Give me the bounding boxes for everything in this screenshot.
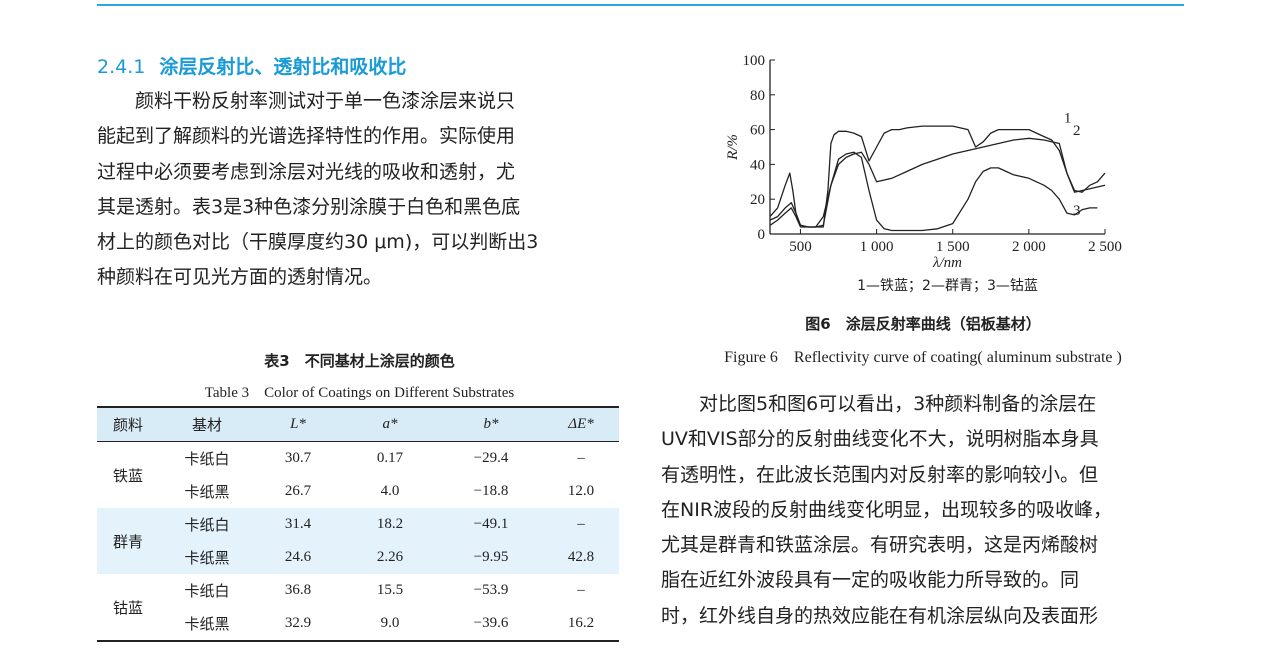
paragraph-line: 能起到了解颜料的光谱选择特性的作用。实际使用 [97, 125, 516, 148]
series-line-2 [769, 137, 1106, 228]
l-cell: 26.7 [284, 483, 312, 499]
header-delta-e: ΔE* [568, 416, 594, 432]
delta-e-cell: 12.0 [567, 483, 595, 499]
x-tick-label: 1 500 [936, 239, 970, 255]
delta-e-cell: – [577, 516, 585, 532]
a-cell: 2.26 [376, 549, 404, 565]
paragraph-line: 过程中必须要考虑到涂层对光线的吸收和透射，尤 [97, 160, 516, 183]
table-row: 卡纸黑 32.9 9.0 −39.6 16.2 [97, 607, 619, 641]
top-rule [97, 4, 1184, 6]
figure-caption-cn: 图6 涂层反射率曲线（铝板基材） [805, 315, 1041, 333]
b-cell: −9.95 [473, 549, 509, 565]
delta-e-cell: 16.2 [567, 615, 595, 631]
x-axis-label: λ/nm [932, 255, 962, 271]
section-number: 2.4.1 [97, 56, 146, 78]
header-substrate: 基材 [191, 416, 222, 434]
substrate-cell: 卡纸黑 [184, 483, 230, 501]
substrate-cell: 卡纸白 [184, 582, 230, 600]
delta-e-cell: 42.8 [567, 549, 595, 565]
series-line-3 [769, 151, 1098, 232]
paragraph-line: 有透明性，在此波长范围内对反射率的影响较小。但 [661, 463, 1099, 486]
b-cell: −49.1 [473, 516, 509, 532]
header-pigment: 颜料 [112, 416, 143, 434]
paragraph-line: 其是透射。表3是3种色漆分别涂膜于白色和黑色底 [97, 195, 521, 218]
header-a: a* [382, 416, 398, 432]
paragraph-line: 对比图5和图6可以看出，3种颜料制备的涂层在 [661, 393, 1097, 415]
table-row: 卡纸黑 26.7 4.0 −18.8 12.0 [97, 475, 619, 508]
chart-legend-text: 1—铁蓝；2—群青；3—钴蓝 [857, 278, 1038, 294]
substrate-cell: 卡纸白 [184, 516, 230, 534]
paragraph-line: UV和VIS部分的反射曲线变化不大，说明树脂本身具 [661, 428, 1099, 451]
y-tick-label: 0 [758, 227, 766, 243]
table-row: 钴蓝 卡纸白 36.8 15.5 −53.9 – [97, 574, 619, 617]
table-caption-en: Table 3 Color of Coatings on Different S… [204, 385, 515, 401]
delta-e-cell: – [577, 582, 585, 598]
section-heading: 2.4.1 涂层反射比、透射比和吸收比 [97, 52, 406, 79]
delta-e-cell: – [577, 450, 585, 466]
y-tick-label: 80 [750, 88, 765, 104]
y-tick-label: 100 [743, 53, 766, 69]
x-tick-label: 500 [789, 239, 812, 255]
series-label-1: 1 [1064, 111, 1072, 127]
header-L: L* [290, 416, 306, 432]
chart-plot-area: 0 20 40 60 80 100 500 1 000 1 500 2 000 2 500 R/% λ/… [725, 53, 1122, 294]
paragraph-line: 时，红外线自身的热效应能在有机涂层纵向及表面形 [661, 604, 1099, 627]
a-cell: 0.17 [376, 450, 404, 466]
series-label-3: 3 [1073, 203, 1081, 219]
l-cell: 30.7 [284, 450, 312, 466]
pigment-cell: 钴蓝 [112, 598, 143, 617]
figure-caption-en: Figure 6 Reflectivity curve of coating( … [724, 349, 1122, 366]
x-tick-label: 1 000 [860, 239, 894, 255]
x-tick-label: 2 500 [1088, 239, 1122, 255]
paragraph-line: 在NIR波段的反射曲线变化明显，出现较多的吸收峰， [661, 498, 1113, 521]
paragraph-line: 材上的颜色对比（干膜厚度约30 μm)，可以判断出3 [97, 231, 539, 254]
b-cell: −29.4 [473, 450, 509, 466]
series-label-2: 2 [1073, 123, 1081, 139]
paragraph-line: 颜料干粉反射率测试对于单一色漆涂层来说只 [97, 90, 516, 112]
color-table: 颜料 基材 L* a* b* ΔE* 铁蓝 卡纸白 30.7 0.17 −29.… [97, 406, 619, 642]
l-cell: 24.6 [284, 549, 312, 565]
substrate-cell: 卡纸黑 [184, 615, 230, 633]
b-cell: −18.8 [473, 483, 509, 499]
b-cell: −53.9 [473, 582, 509, 598]
y-tick-label: 20 [750, 192, 765, 208]
pigment-cell: 群青 [112, 532, 143, 551]
series-line-1 [769, 125, 1106, 228]
paragraph-line: 尤其是群青和铁蓝涂层。有研究表明，这是丙烯酸树 [661, 534, 1099, 557]
x-tick-label: 2 000 [1012, 239, 1046, 255]
a-cell: 15.5 [376, 582, 404, 598]
pigment-cell: 铁蓝 [112, 466, 143, 485]
l-cell: 31.4 [284, 516, 312, 532]
a-cell: 4.0 [380, 483, 400, 499]
left-paragraph: 颜料干粉反射率测试对于单一色漆涂层来说只 能起到了解颜料的光谱选择特性的作用。实… [97, 84, 622, 296]
table-caption-cn: 表3 不同基材上涂层的颜色 [264, 352, 455, 370]
right-paragraph: 对比图5和图6可以看出，3种颜料制备的涂层在 UV和VIS部分的反射曲线变化不大… [661, 387, 1185, 634]
l-cell: 32.9 [284, 615, 312, 631]
paragraph-line: 种颜料在可见光方面的透射情况。 [97, 266, 383, 289]
substrate-cell: 卡纸白 [184, 450, 230, 468]
section-title: 涂层反射比、透射比和吸收比 [159, 56, 407, 78]
table-header-row: 颜料 基材 L* a* b* ΔE* [97, 407, 619, 442]
substrate-cell: 卡纸黑 [184, 549, 230, 567]
l-cell: 36.8 [284, 582, 312, 598]
paragraph-line: 脂在近红外波段具有一定的吸收能力所导致的。同 [661, 569, 1080, 592]
table-row: 卡纸黑 24.6 2.26 −9.95 42.8 [97, 541, 619, 574]
table-row: 群青 卡纸白 31.4 18.2 −49.1 – [97, 508, 619, 551]
b-cell: −39.6 [473, 615, 509, 631]
a-cell: 9.0 [380, 615, 400, 631]
table-row: 铁蓝 卡纸白 30.7 0.17 −29.4 – [97, 442, 619, 485]
y-tick-label: 60 [750, 123, 765, 139]
reflectivity-chart: 0 20 40 60 80 100 500 1 000 1 500 2 000 2 500 R/% λ/… [725, 53, 1122, 294]
y-tick-label: 40 [750, 157, 765, 173]
y-axis-label: R/% [725, 134, 741, 161]
a-cell: 18.2 [376, 516, 404, 532]
header-b: b* [483, 416, 499, 432]
